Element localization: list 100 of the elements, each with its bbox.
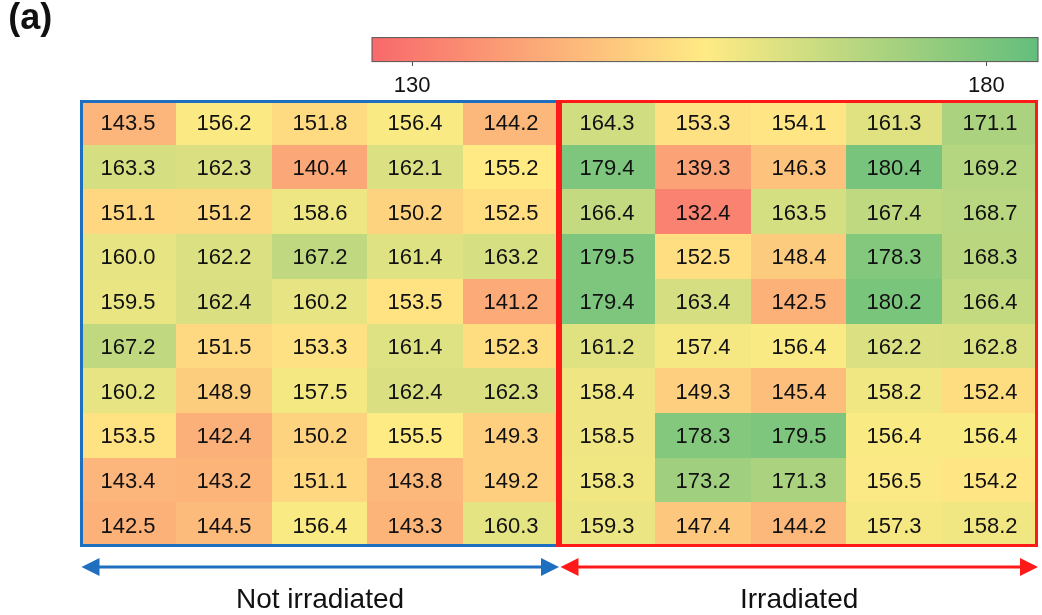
data-label: 152.4: [962, 378, 1018, 404]
data-label: 151.1: [292, 467, 348, 493]
data-label: 150.2: [387, 199, 443, 225]
data-label: 180.4: [866, 154, 922, 180]
data-label: 162.3: [196, 154, 252, 180]
data-label: 154.1: [771, 109, 827, 135]
data-label: 141.2: [483, 288, 539, 314]
data-label: 178.3: [866, 243, 922, 269]
data-label: 167.2: [100, 333, 156, 359]
data-label: 151.2: [196, 199, 252, 225]
data-label: 162.8: [962, 333, 1018, 359]
data-label: 152.5: [675, 243, 731, 269]
data-label: 161.2: [579, 333, 635, 359]
data-label: 153.3: [675, 109, 731, 135]
data-label: 178.3: [675, 422, 731, 448]
data-label: 148.4: [771, 243, 827, 269]
data-label: 162.2: [196, 243, 252, 269]
data-label: 160.0: [100, 243, 156, 269]
text: Irradiated: [740, 583, 859, 614]
data-label: 152.3: [483, 333, 539, 359]
data-label: 158.6: [292, 199, 348, 225]
data-label: 144.2: [771, 512, 827, 538]
data-label: 153.3: [292, 333, 348, 359]
data-label: 161.4: [387, 243, 443, 269]
chart-title: (a): [8, 0, 53, 37]
data-label: 166.4: [962, 288, 1018, 314]
data-label: 162.4: [196, 288, 252, 314]
data-label: 160.2: [100, 378, 156, 404]
data-label: 171.1: [962, 109, 1018, 135]
data-label: 156.4: [771, 333, 827, 359]
data-label: 155.2: [483, 154, 539, 180]
data-label: 168.7: [962, 199, 1018, 225]
data-label: 162.4: [387, 378, 443, 404]
data-label: 173.2: [675, 467, 731, 493]
data-label: 144.5: [196, 512, 252, 538]
text: Not irradiated: [236, 583, 405, 614]
data-label: 155.5: [387, 422, 443, 448]
data-label: 156.4: [387, 109, 443, 135]
data-label: 143.8: [387, 467, 443, 493]
data-label: 145.4: [771, 378, 827, 404]
data-label: 153.5: [100, 422, 156, 448]
data-label: 160.3: [483, 512, 539, 538]
data-label: 150.2: [292, 422, 348, 448]
data-label: 160.2: [292, 288, 348, 314]
data-label: 162.3: [483, 378, 539, 404]
data-label: 161.3: [866, 109, 922, 135]
data-label: 153.5: [387, 288, 443, 314]
data-label: 180.2: [866, 288, 922, 314]
data-label: 151.8: [292, 109, 348, 135]
data-label: 162.2: [866, 333, 922, 359]
color-bar-label: 180: [967, 72, 1005, 97]
data-label: 167.2: [292, 243, 348, 269]
data-label: 159.5: [100, 288, 156, 314]
data-label: 147.4: [675, 512, 731, 538]
data-label: 162.1: [387, 154, 443, 180]
data-label: 143.3: [387, 512, 443, 538]
data-label: 158.4: [579, 378, 635, 404]
data-label: 152.5: [483, 199, 539, 225]
data-label: 179.5: [771, 422, 827, 448]
data-label: 142.5: [100, 512, 156, 538]
data-label: 144.2: [483, 109, 539, 135]
data-label: 149.3: [675, 378, 731, 404]
data-label: 151.5: [196, 333, 252, 359]
data-label: 158.2: [962, 512, 1018, 538]
data-label: 179.4: [579, 288, 635, 314]
data-label: 158.3: [579, 467, 635, 493]
data-label: 161.4: [387, 333, 443, 359]
data-label: 179.4: [579, 154, 635, 180]
data-label: 156.4: [962, 422, 1018, 448]
data-label: 156.4: [866, 422, 922, 448]
data-label: 159.3: [579, 512, 635, 538]
data-label: 169.2: [962, 154, 1018, 180]
data-label: 149.3: [483, 422, 539, 448]
data-label: 143.2: [196, 467, 252, 493]
data-label: 167.4: [866, 199, 922, 225]
data-label: 156.2: [196, 109, 252, 135]
data-label: 156.5: [866, 467, 922, 493]
data-label: 139.3: [675, 154, 731, 180]
data-label: 148.9: [196, 378, 252, 404]
color-bar-label: 130: [393, 72, 431, 97]
data-label: 151.1: [100, 199, 156, 225]
data-label: 158.2: [866, 378, 922, 404]
data-label: 168.3: [962, 243, 1018, 269]
data-label: 154.2: [962, 467, 1018, 493]
data-label: 164.3: [579, 109, 635, 135]
data-label: 156.4: [292, 512, 348, 538]
data-label: 158.5: [579, 422, 635, 448]
data-label: 146.3: [771, 154, 827, 180]
data-label: 143.4: [100, 467, 156, 493]
data-label: 171.3: [771, 467, 827, 493]
data-label: 157.5: [292, 378, 348, 404]
data-label: 163.3: [100, 154, 156, 180]
data-label: 157.4: [675, 333, 731, 359]
data-label: 166.4: [579, 199, 635, 225]
data-label: 149.2: [483, 467, 539, 493]
data-label: 163.5: [771, 199, 827, 225]
data-label: 163.2: [483, 243, 539, 269]
data-label: 142.5: [771, 288, 827, 314]
data-label: 179.5: [579, 243, 635, 269]
data-label: 157.3: [866, 512, 922, 538]
